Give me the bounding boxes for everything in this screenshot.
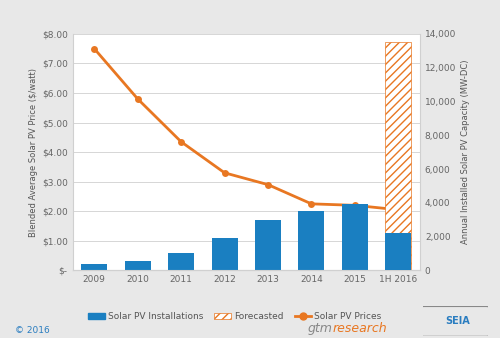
Text: SEIA: SEIA [446, 316, 470, 326]
Text: gtm: gtm [308, 322, 332, 335]
Bar [255, 220, 281, 270]
Bar [386, 42, 411, 270]
Bar [168, 254, 194, 270]
Bar [124, 261, 150, 270]
Text: © 2016: © 2016 [15, 326, 50, 335]
Bar [342, 204, 368, 270]
Bar [386, 233, 411, 270]
Bar [298, 211, 324, 270]
Legend: Solar PV Installations, Forecasted, Solar PV Prices: Solar PV Installations, Forecasted, Sola… [84, 309, 386, 325]
Y-axis label: Blended Average Solar PV Price ($/watt): Blended Average Solar PV Price ($/watt) [28, 68, 38, 237]
Y-axis label: Annual Installed Solar PV Capacity (MW-DC): Annual Installed Solar PV Capacity (MW-D… [460, 60, 469, 244]
Text: research: research [332, 322, 387, 335]
Bar [212, 238, 238, 270]
Bar [81, 264, 107, 270]
